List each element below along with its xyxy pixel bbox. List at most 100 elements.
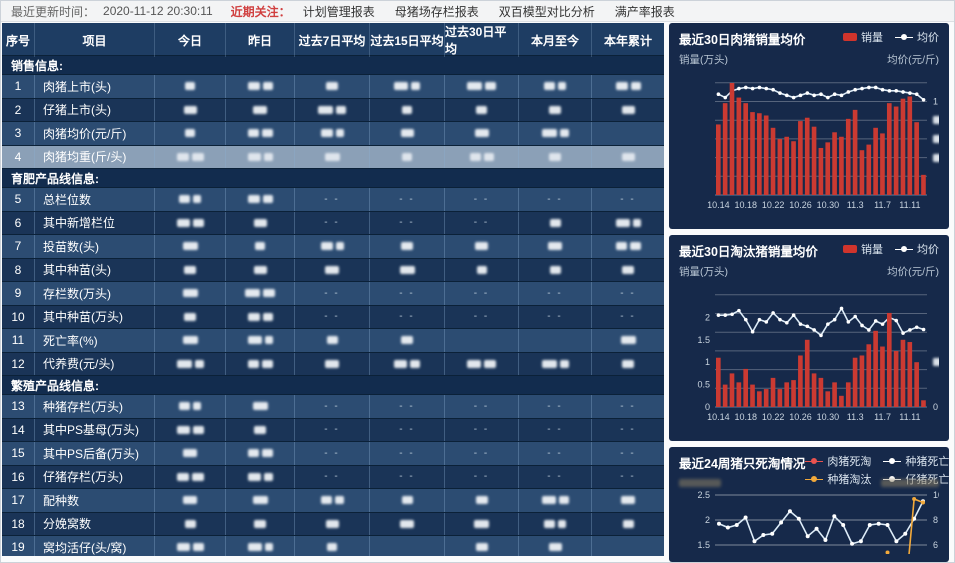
topbar-link-3[interactable]: 满产率报表 [614, 4, 675, 19]
legend-item[interactable]: 销量 [843, 241, 883, 257]
table-row[interactable]: 14 其中PS基母(万头) - - - - - - - - - - [2, 418, 664, 442]
svg-text:11.7: 11.7 [874, 412, 891, 422]
redacted-value [399, 265, 415, 274]
data-cell [226, 512, 295, 535]
data-cell [155, 489, 226, 512]
redacted-value [476, 265, 487, 274]
data-cell [519, 145, 592, 168]
data-cell [445, 235, 519, 258]
data-cell: - - [519, 442, 592, 465]
svg-text:10.18: 10.18 [735, 412, 758, 422]
table-row[interactable]: 1 肉猪上市(头) [2, 75, 664, 99]
data-cell [226, 352, 295, 375]
redacted-value [263, 152, 273, 161]
table-row[interactable]: 12 代养费(元/头) [2, 352, 664, 376]
data-cell [592, 513, 664, 536]
redacted-value [261, 359, 273, 368]
no-data-dash: - - [324, 424, 340, 436]
data-cell [155, 75, 226, 98]
data-cell [155, 211, 226, 234]
no-data-dash: - - [324, 287, 340, 299]
table-row[interactable]: 3 肉猪均价(元/斤) [2, 122, 664, 146]
table-row[interactable]: 5 总栏位数 - - - - - - - - - - [2, 188, 664, 212]
table-row[interactable]: 10 其中种苗(万头) - - - - - - - - - - [2, 305, 664, 329]
legend-item[interactable]: 均价 [895, 29, 939, 45]
redacted-value [247, 472, 261, 481]
no-data-dash: - - [324, 400, 340, 412]
column-header: 本月至今 [519, 23, 592, 57]
data-cell [370, 122, 445, 145]
table-row[interactable]: 6 其中新增栏位 - - - - - - [2, 211, 664, 235]
redacted-value [558, 519, 566, 528]
y-left-axis-label: 销量(万头) [679, 265, 728, 278]
table-row[interactable]: 7 投苗数(头) [2, 235, 664, 259]
table-row[interactable]: 9 存栏数(万头) - - - - - - - - - - [2, 282, 664, 306]
data-cell [519, 122, 592, 145]
table-header-row: 序号 项目 今日 昨日 过去7日平均 过去15日平均 过去30日平均 本月至今 本年累计 [2, 23, 664, 57]
table-row[interactable]: 4 肉猪均重(斤/头) [2, 145, 664, 169]
topbar-link-2[interactable]: 双百模型对比分析 [498, 4, 595, 19]
table-row[interactable]: 11 死亡率(%) [2, 329, 664, 353]
row-index: 8 [2, 258, 35, 281]
data-cell [592, 75, 664, 98]
data-cell: - - [445, 442, 519, 465]
redacted-value [247, 543, 262, 552]
data-cell: - - [295, 442, 370, 465]
redacted-value [474, 519, 489, 528]
redacted-value [247, 312, 260, 321]
table-row[interactable]: 8 其中种苗(头) [2, 258, 664, 282]
data-cell: - - [592, 442, 664, 465]
column-header: 昨日 [226, 23, 295, 57]
row-label: 代养费(元/头) [35, 352, 155, 375]
redacted-value [191, 152, 204, 161]
data-cell [592, 122, 664, 145]
topbar-link-1[interactable]: 母猪场存栏报表 [394, 4, 479, 19]
row-label: 其中种苗(万头) [35, 305, 155, 328]
table-row[interactable]: 15 其中PS后备(万头) - - - - - - - - - - [2, 442, 664, 466]
no-data-dash: - - [324, 193, 340, 205]
redacted-value [264, 543, 273, 552]
data-cell: - - [592, 395, 664, 418]
legend-item[interactable]: 种猪淘汰 [805, 471, 871, 487]
section-header: 销售信息: [2, 56, 664, 75]
table-row[interactable]: 13 种猪存栏(万头) - - - - - - - - - - [2, 395, 664, 419]
data-cell [226, 418, 295, 441]
data-cell [592, 489, 664, 512]
data-cell [592, 329, 664, 352]
data-cell: - - [592, 419, 664, 442]
chart-card-2: 最近30日淘汰猪销量均价 销量 均价 销量(万头) 均价(元/斤) 0 0.5 1 1.5 2 0 1… [669, 235, 949, 441]
data-cell [445, 122, 519, 145]
legend-item[interactable]: 销量 [843, 29, 883, 45]
data-cell [295, 352, 370, 375]
data-cell [226, 211, 295, 234]
redacted-value [176, 359, 192, 368]
data-cell [445, 145, 519, 168]
redacted-value [474, 129, 489, 138]
data-cell: - - [519, 465, 592, 488]
column-header: 项目 [35, 23, 155, 57]
no-data-dash: - - [620, 287, 636, 299]
no-data-dash: - - [473, 287, 490, 299]
redacted-value [410, 359, 420, 368]
data-cell: - - [370, 188, 445, 211]
table-row[interactable]: 16 仔猪存栏(万头) - - - - - - - - - - [2, 465, 664, 489]
data-cell [592, 212, 664, 235]
redacted-value [615, 82, 628, 91]
redacted-value [469, 152, 481, 161]
legend-item[interactable]: 均价 [895, 241, 939, 257]
data-cell [155, 512, 226, 535]
data-cell: - - [445, 465, 519, 488]
legend-item[interactable]: 种猪死亡 [883, 453, 949, 469]
no-data-dash: - - [547, 311, 563, 323]
row-index: 3 [2, 122, 35, 145]
legend-item[interactable]: 肉猪死淘 [805, 453, 871, 469]
table-row[interactable]: 18 分娩窝数 [2, 512, 664, 536]
row-label: 肉猪均价(元/斤) [35, 122, 155, 145]
table-row[interactable]: 17 配种数 [2, 489, 664, 513]
no-data-dash: - - [399, 447, 415, 459]
table-row[interactable]: 19 窝均活仔(头/窝) [2, 536, 664, 556]
table-row[interactable]: 2 仔猪上市(头) [2, 98, 664, 122]
topbar-link-0[interactable]: 计划管理报表 [302, 4, 375, 19]
column-header: 过去7日平均 [295, 23, 370, 57]
